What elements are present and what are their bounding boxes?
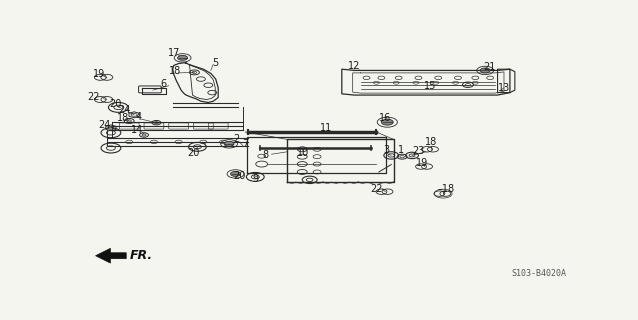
- Text: 21: 21: [483, 62, 495, 72]
- Text: 13: 13: [498, 83, 510, 93]
- Text: 20: 20: [188, 148, 200, 158]
- Circle shape: [382, 119, 393, 125]
- Text: 6: 6: [161, 79, 167, 89]
- Text: 24: 24: [98, 120, 110, 130]
- Text: 7: 7: [242, 139, 249, 149]
- Text: 24: 24: [118, 105, 130, 115]
- Polygon shape: [96, 248, 126, 263]
- Text: 18: 18: [117, 113, 130, 123]
- Text: S103-B4020A: S103-B4020A: [512, 269, 567, 278]
- Text: FR.: FR.: [130, 249, 153, 262]
- Text: 2: 2: [233, 134, 239, 144]
- Text: 9: 9: [252, 174, 258, 184]
- Text: 17: 17: [168, 48, 180, 58]
- Text: 19: 19: [93, 69, 106, 79]
- Text: 11: 11: [320, 123, 332, 132]
- Text: 5: 5: [212, 58, 219, 68]
- Text: 18: 18: [168, 66, 181, 76]
- Text: 18: 18: [425, 137, 437, 148]
- Text: 22: 22: [87, 92, 100, 102]
- Text: 20: 20: [233, 171, 245, 181]
- Circle shape: [177, 55, 188, 60]
- Text: 19: 19: [416, 158, 428, 168]
- Text: 1: 1: [398, 145, 404, 155]
- Text: 8: 8: [262, 150, 268, 160]
- Text: 3: 3: [383, 145, 389, 155]
- Text: 4: 4: [136, 112, 142, 122]
- Text: 12: 12: [348, 61, 360, 71]
- Text: 22: 22: [370, 184, 383, 194]
- Text: 10: 10: [297, 148, 309, 158]
- Circle shape: [230, 172, 241, 176]
- Text: –18: –18: [437, 184, 454, 194]
- Circle shape: [224, 141, 234, 146]
- Circle shape: [480, 68, 490, 73]
- Text: 20: 20: [109, 99, 121, 109]
- Text: 16: 16: [379, 113, 392, 123]
- Text: 15: 15: [424, 81, 436, 91]
- Text: 14: 14: [131, 125, 143, 135]
- Text: 23: 23: [412, 146, 425, 156]
